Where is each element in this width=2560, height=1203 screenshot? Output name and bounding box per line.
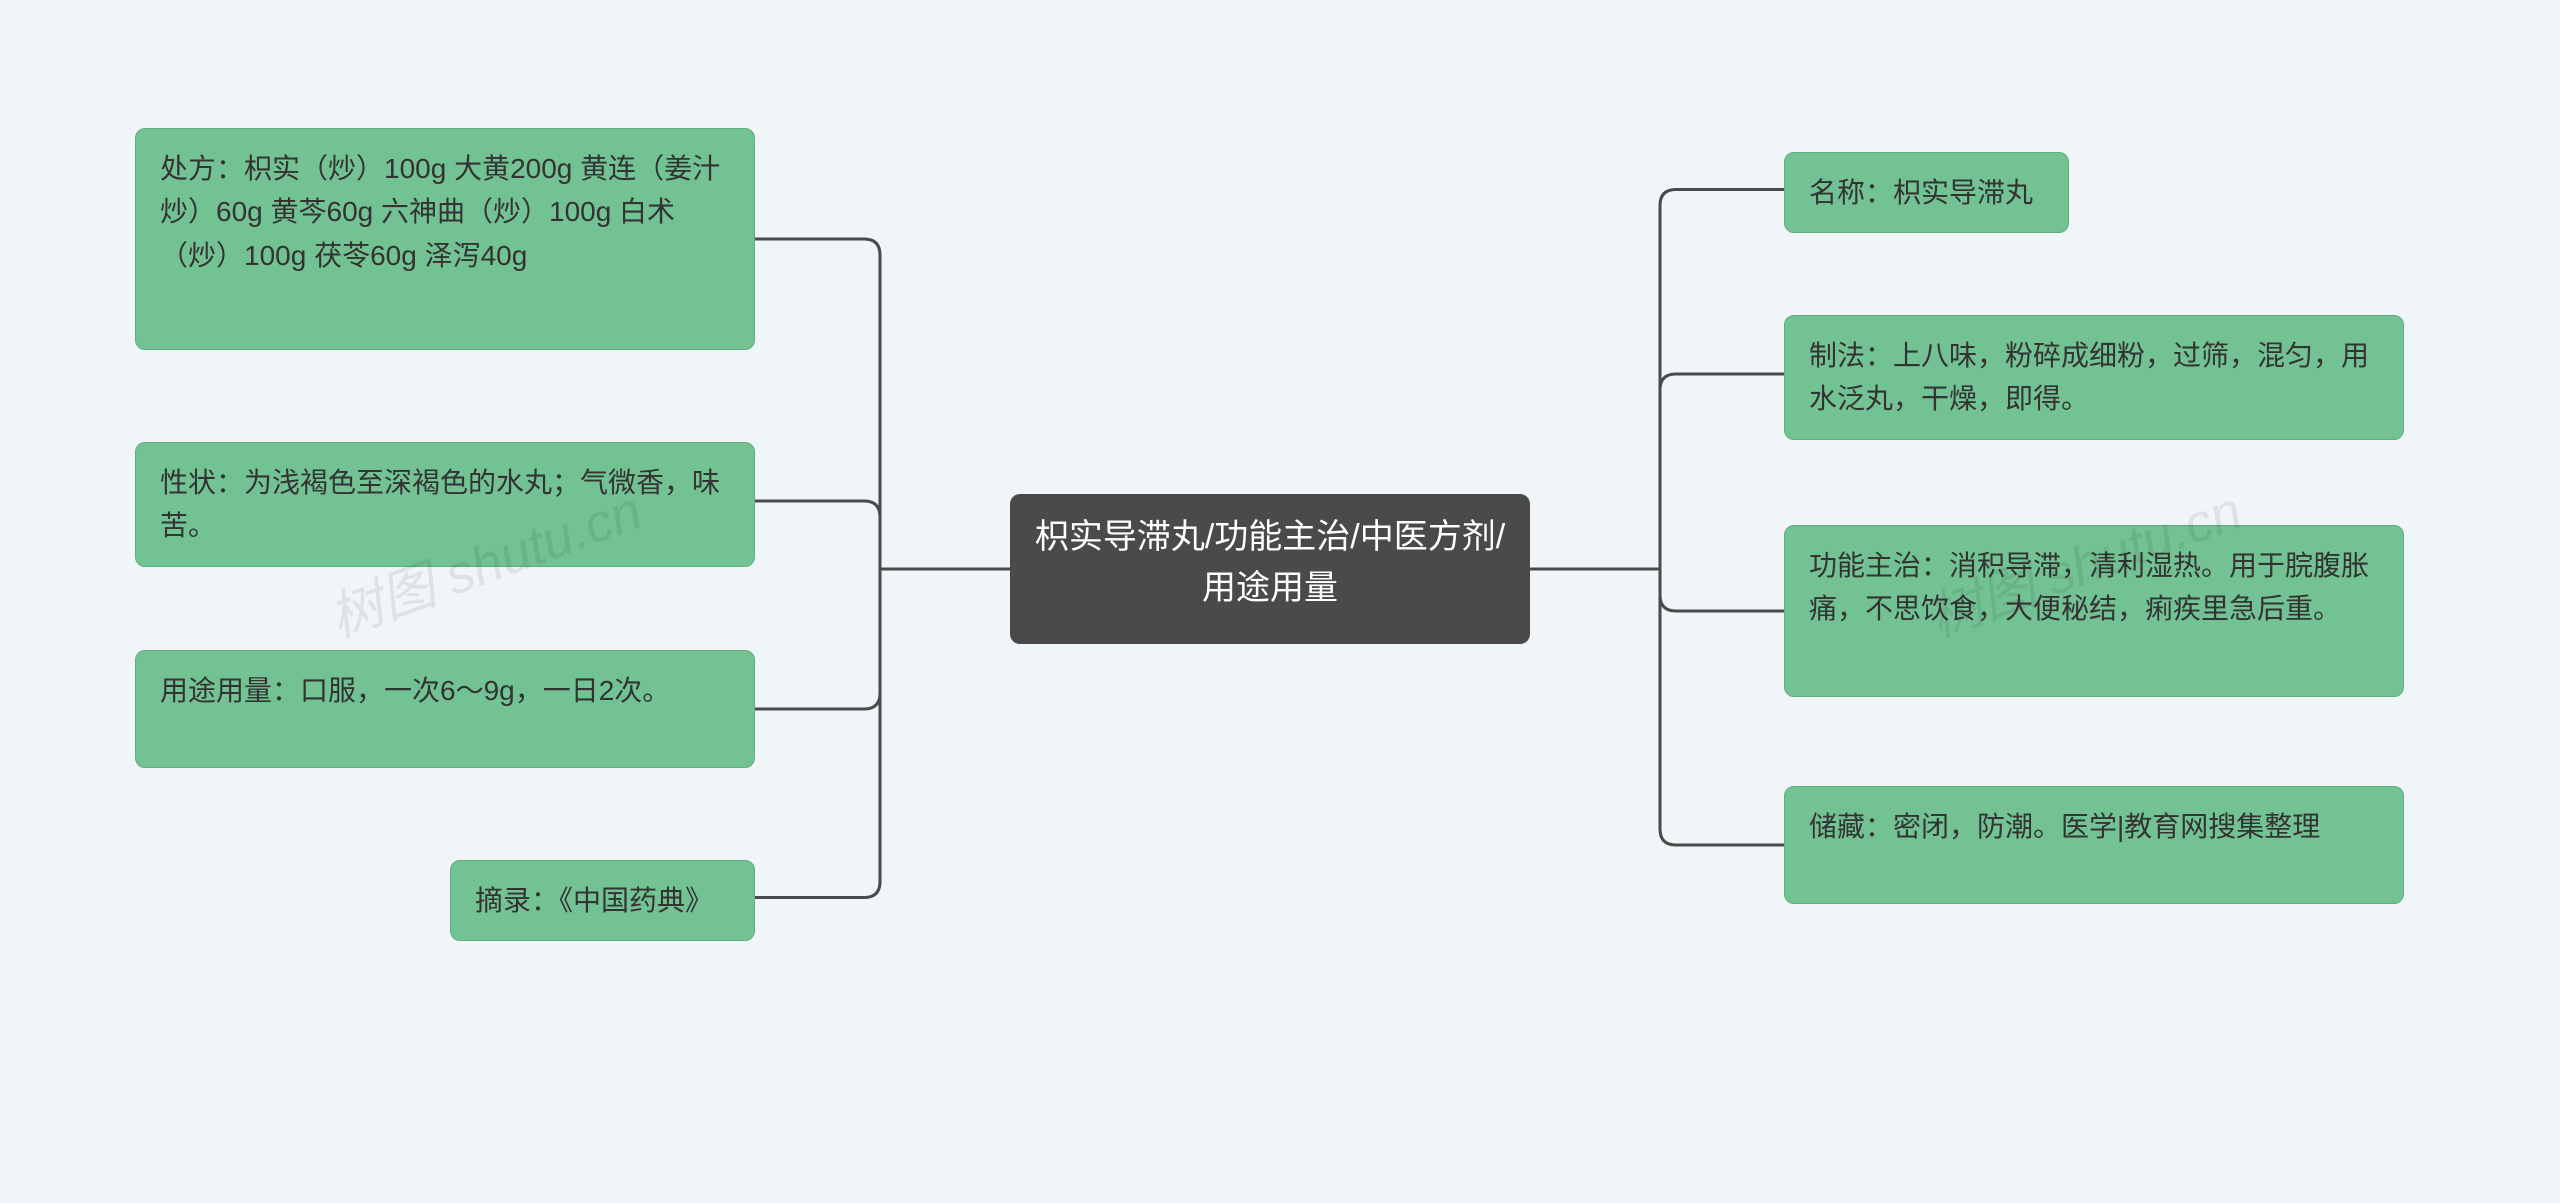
right-node-storage[interactable]: 储藏：密闭，防潮。医学|教育网搜集整理 — [1784, 786, 2404, 904]
mindmap-canvas: 枳实导滞丸/功能主治/中医方剂/用途用量 处方：枳实（炒）100g 大黄200g… — [0, 0, 2560, 1203]
right-node-indication[interactable]: 功能主治：消积导滞，清利湿热。用于脘腹胀痛，不思饮食，大便秘结，痢疾里急后重。 — [1784, 525, 2404, 697]
left-node-dosage[interactable]: 用途用量：口服，一次6～9g，一日2次。 — [135, 650, 755, 768]
left-node-properties[interactable]: 性状：为浅褐色至深褐色的水丸；气微香，味苦。 — [135, 442, 755, 567]
center-topic[interactable]: 枳实导滞丸/功能主治/中医方剂/用途用量 — [1010, 494, 1530, 644]
right-node-preparation[interactable]: 制法：上八味，粉碎成细粉，过筛，混匀，用水泛丸，干燥，即得。 — [1784, 315, 2404, 440]
left-node-prescription[interactable]: 处方：枳实（炒）100g 大黄200g 黄连（姜汁炒）60g 黄芩60g 六神曲… — [135, 128, 755, 350]
left-node-source[interactable]: 摘录：《中国药典》 — [450, 860, 755, 941]
right-node-name[interactable]: 名称：枳实导滞丸 — [1784, 152, 2069, 233]
